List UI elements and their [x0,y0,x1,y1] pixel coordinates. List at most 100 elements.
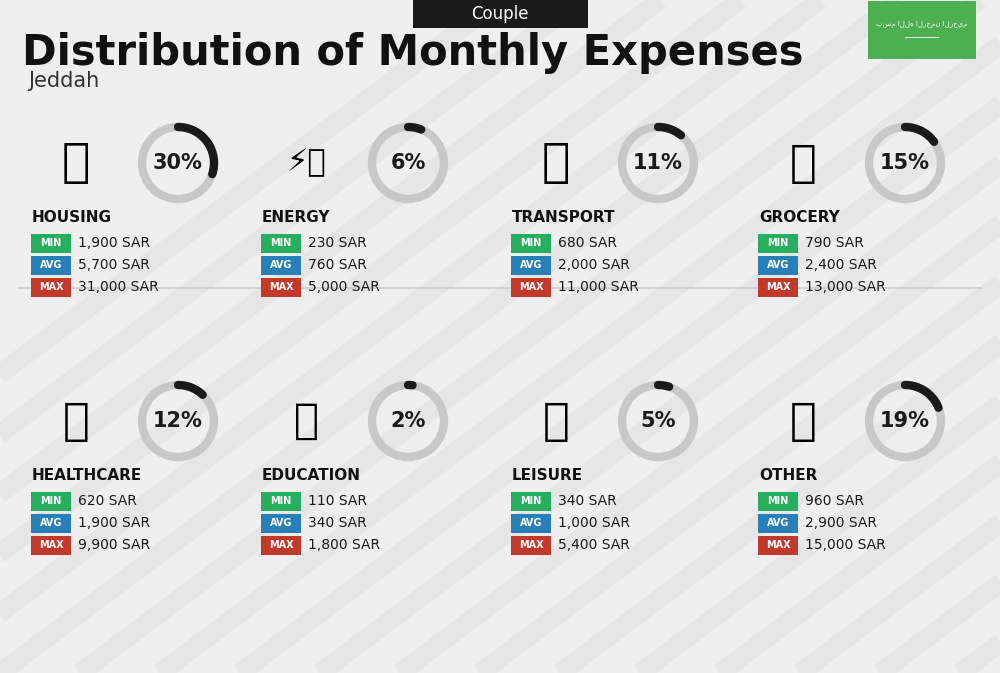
Text: MAX: MAX [269,282,293,292]
Text: MIN: MIN [270,496,292,506]
Text: MIN: MIN [40,238,62,248]
Text: 620 SAR: 620 SAR [78,494,137,508]
Text: 5,000 SAR: 5,000 SAR [308,280,380,294]
FancyBboxPatch shape [868,1,976,59]
Text: 🛒: 🛒 [790,141,816,184]
Text: AVG: AVG [767,260,789,270]
Text: 11,000 SAR: 11,000 SAR [558,280,639,294]
Text: 13,000 SAR: 13,000 SAR [805,280,886,294]
Text: 9,900 SAR: 9,900 SAR [78,538,150,552]
Text: Distribution of Monthly Expenses: Distribution of Monthly Expenses [22,32,804,74]
Text: 1,900 SAR: 1,900 SAR [78,236,150,250]
Text: 340 SAR: 340 SAR [558,494,617,508]
Text: MIN: MIN [40,496,62,506]
Text: 340 SAR: 340 SAR [308,516,367,530]
FancyBboxPatch shape [31,277,71,297]
Text: 30%: 30% [153,153,203,173]
Text: LEISURE: LEISURE [512,468,583,483]
Text: MIN: MIN [520,496,542,506]
Text: 1,800 SAR: 1,800 SAR [308,538,380,552]
Text: MIN: MIN [520,238,542,248]
FancyBboxPatch shape [511,491,551,511]
Text: 19%: 19% [880,411,930,431]
Text: 5,400 SAR: 5,400 SAR [558,538,630,552]
FancyBboxPatch shape [261,234,301,252]
Text: 760 SAR: 760 SAR [308,258,367,272]
Text: 5%: 5% [640,411,676,431]
Text: OTHER: OTHER [759,468,817,483]
Text: HOUSING: HOUSING [32,209,112,225]
Text: 960 SAR: 960 SAR [805,494,864,508]
FancyBboxPatch shape [511,234,551,252]
FancyBboxPatch shape [511,513,551,532]
Text: 31,000 SAR: 31,000 SAR [78,280,159,294]
FancyBboxPatch shape [758,234,798,252]
Text: MIN: MIN [270,238,292,248]
Text: MAX: MAX [766,540,790,550]
Text: GROCERY: GROCERY [759,209,840,225]
Text: 110 SAR: 110 SAR [308,494,367,508]
Text: AVG: AVG [270,518,292,528]
Text: 🎓: 🎓 [294,400,318,442]
FancyBboxPatch shape [261,277,301,297]
Text: 👛: 👛 [790,400,816,443]
FancyBboxPatch shape [758,277,798,297]
Text: MAX: MAX [39,282,63,292]
FancyBboxPatch shape [413,0,588,28]
Text: MIN: MIN [767,496,789,506]
Text: 5,700 SAR: 5,700 SAR [78,258,150,272]
Text: 🚌: 🚌 [542,141,570,186]
Text: 11%: 11% [633,153,683,173]
Text: 💗: 💗 [63,400,89,443]
Text: 12%: 12% [153,411,203,431]
Text: MIN: MIN [767,238,789,248]
FancyBboxPatch shape [31,234,71,252]
Text: MAX: MAX [519,282,543,292]
Text: 2%: 2% [390,411,426,431]
FancyBboxPatch shape [31,513,71,532]
FancyBboxPatch shape [31,491,71,511]
Text: AVG: AVG [270,260,292,270]
FancyBboxPatch shape [511,256,551,275]
Text: ENERGY: ENERGY [262,209,330,225]
Text: EDUCATION: EDUCATION [262,468,361,483]
FancyBboxPatch shape [261,491,301,511]
Text: AVG: AVG [520,518,542,528]
FancyBboxPatch shape [758,256,798,275]
Text: Jeddah: Jeddah [28,71,99,91]
FancyBboxPatch shape [758,536,798,555]
FancyBboxPatch shape [31,536,71,555]
Text: MAX: MAX [766,282,790,292]
FancyBboxPatch shape [261,536,301,555]
Text: Couple: Couple [471,5,529,23]
Text: MAX: MAX [269,540,293,550]
FancyBboxPatch shape [511,536,551,555]
Text: بسم الله الرحمن الرحيم: بسم الله الرحمن الرحيم [876,20,968,28]
Text: 🏢: 🏢 [62,141,90,186]
Text: 15,000 SAR: 15,000 SAR [805,538,886,552]
Text: ──────: ────── [904,33,940,43]
FancyBboxPatch shape [31,256,71,275]
Text: TRANSPORT: TRANSPORT [512,209,616,225]
Text: 2,900 SAR: 2,900 SAR [805,516,877,530]
Text: AVG: AVG [767,518,789,528]
FancyBboxPatch shape [758,513,798,532]
Text: 🛍: 🛍 [543,400,569,443]
Text: 680 SAR: 680 SAR [558,236,617,250]
Text: 2,400 SAR: 2,400 SAR [805,258,877,272]
Text: MAX: MAX [519,540,543,550]
Text: HEALTHCARE: HEALTHCARE [32,468,142,483]
Text: 6%: 6% [390,153,426,173]
Text: MAX: MAX [39,540,63,550]
Text: 1,000 SAR: 1,000 SAR [558,516,630,530]
Text: 2,000 SAR: 2,000 SAR [558,258,630,272]
FancyBboxPatch shape [511,277,551,297]
Text: 15%: 15% [880,153,930,173]
Text: 790 SAR: 790 SAR [805,236,864,250]
Text: AVG: AVG [40,518,62,528]
Text: 1,900 SAR: 1,900 SAR [78,516,150,530]
Text: AVG: AVG [40,260,62,270]
FancyBboxPatch shape [758,491,798,511]
FancyBboxPatch shape [261,256,301,275]
Text: AVG: AVG [520,260,542,270]
